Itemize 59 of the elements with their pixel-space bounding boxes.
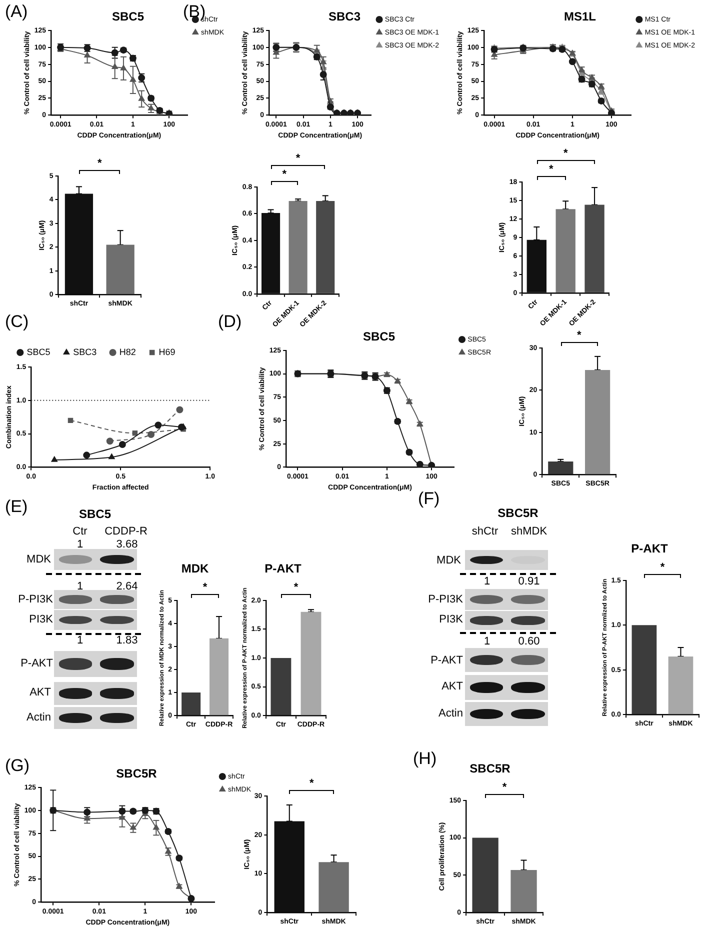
text: MDK bbox=[436, 554, 461, 566]
legend-label: H69 bbox=[158, 346, 176, 357]
chart-title: SBC5 bbox=[112, 10, 144, 24]
text: P-AKT bbox=[20, 658, 53, 670]
text: (D) bbox=[218, 312, 242, 331]
text: 0.60 bbox=[518, 636, 540, 648]
text: SBC5 bbox=[78, 507, 112, 521]
text: P-PI3K bbox=[428, 594, 463, 606]
text: * bbox=[294, 582, 298, 594]
text: (F) bbox=[418, 489, 440, 508]
text: * bbox=[282, 168, 287, 180]
legend-label: H82 bbox=[119, 346, 136, 357]
text: 3.68 bbox=[116, 538, 138, 550]
text: Actin bbox=[438, 708, 463, 720]
text: * bbox=[309, 778, 314, 790]
text: P-PI3K bbox=[18, 594, 53, 606]
text: CDDP-R bbox=[104, 526, 148, 538]
text: (E) bbox=[5, 497, 28, 516]
text: * bbox=[563, 148, 568, 160]
text: 0.91 bbox=[518, 576, 540, 588]
text: Ctr bbox=[72, 526, 88, 538]
text: 1 bbox=[76, 634, 84, 646]
chart-title: SBC5R bbox=[470, 762, 511, 776]
text: Actin bbox=[26, 712, 51, 724]
chart-title: P-AKT bbox=[631, 542, 668, 556]
text: 1.83 bbox=[116, 634, 138, 646]
chart-title: MDK bbox=[181, 562, 209, 576]
text: SBC5R bbox=[498, 506, 538, 520]
text: * bbox=[202, 582, 208, 594]
text: (C) bbox=[5, 312, 29, 331]
text: PI3K bbox=[439, 614, 463, 626]
text: 1 bbox=[484, 636, 490, 648]
chart-title: SBC5 bbox=[362, 330, 396, 344]
chart-title: SBC5R bbox=[116, 766, 158, 781]
text: * bbox=[660, 562, 665, 574]
text: * bbox=[296, 152, 300, 164]
text: 1 bbox=[484, 576, 490, 588]
text: (H) bbox=[413, 749, 437, 768]
text: MDK bbox=[26, 554, 51, 566]
text: * bbox=[548, 164, 554, 176]
text: shMDK bbox=[510, 526, 548, 538]
chart-title: SBC3 bbox=[328, 10, 361, 24]
text: 1 bbox=[76, 538, 84, 550]
text: AKT bbox=[30, 686, 51, 698]
chart-title: MS1L bbox=[564, 10, 596, 24]
text: * bbox=[576, 330, 582, 342]
text: AKT bbox=[442, 680, 463, 692]
legend-label: SBC5 bbox=[26, 346, 50, 357]
text: 2.64 bbox=[116, 580, 138, 592]
text: shCtr bbox=[472, 526, 498, 538]
text: PI3K bbox=[29, 614, 53, 626]
chart-title: P-AKT bbox=[264, 562, 302, 576]
text: 1 bbox=[76, 580, 84, 592]
text: * bbox=[98, 158, 102, 170]
text: (A) bbox=[5, 2, 28, 21]
text: * bbox=[502, 782, 507, 794]
text: P-AKT bbox=[430, 654, 463, 666]
text: (G) bbox=[5, 756, 30, 775]
legend-label: SBC3 bbox=[73, 346, 97, 357]
